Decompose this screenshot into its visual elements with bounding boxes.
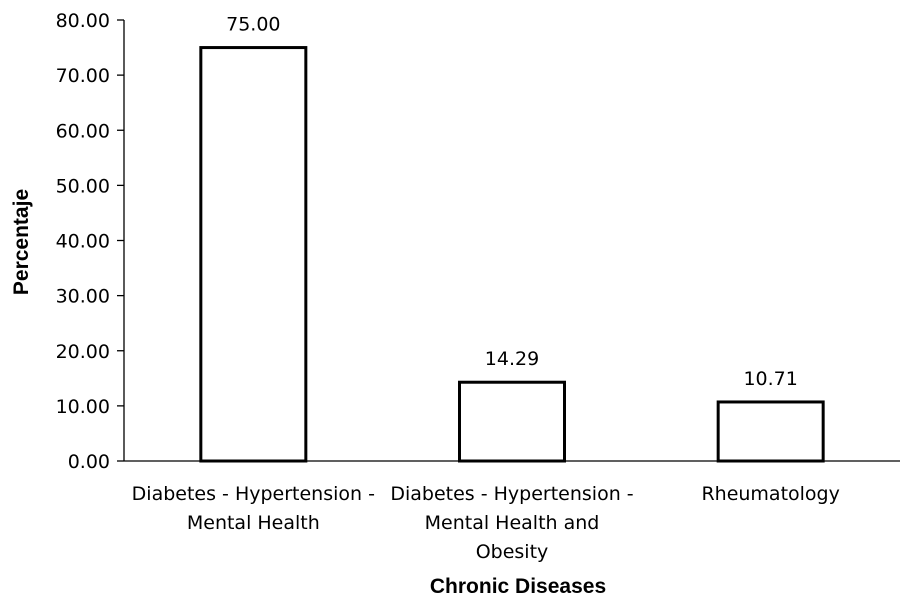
y-tick-label: 60.00 [56,120,110,142]
y-tick-label: 10.00 [56,396,110,418]
y-tick-label: 0.00 [68,451,110,473]
bar [199,46,308,463]
x-category-label: Rheumatology [701,483,839,505]
bars [199,46,825,463]
data-label: 75.00 [226,14,280,36]
x-category-label: Diabetes - Hypertension -Mental Health [132,483,375,534]
y-axis: 0.00 10.00 20.00 30.00 40.00 50.00 60.00 70.00 8… [56,10,125,473]
y-tick-label: 40.00 [56,231,110,253]
x-axis-title: Chronic Diseases [430,575,606,598]
y-tick-label: 30.00 [56,286,110,308]
bar [716,400,825,463]
y-axis-title: Percentaje [10,189,33,295]
bar [458,380,566,463]
data-label: 14.29 [485,348,539,370]
y-tick-label: 70.00 [56,65,110,87]
y-tick-label: 50.00 [56,175,110,197]
x-category-label: Diabetes - Hypertension -Mental Health a… [390,483,633,563]
x-axis: Diabetes - Hypertension -Mental Health Di… [124,460,900,563]
y-tick-label: 80.00 [56,10,110,32]
y-tick-label: 20.00 [56,341,110,363]
data-label: 10.71 [743,368,797,390]
data-labels: 75.00 14.29 10.71 [226,14,798,390]
